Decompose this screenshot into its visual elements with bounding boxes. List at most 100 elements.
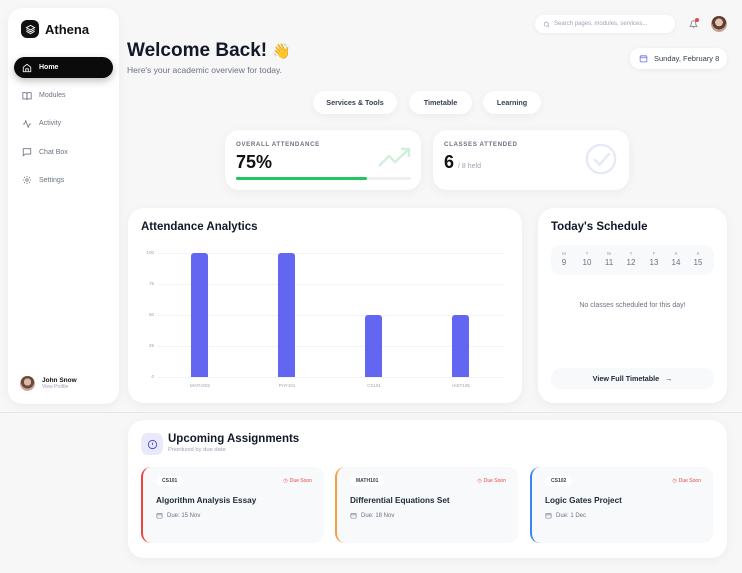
- clock-icon: ◷: [283, 478, 288, 484]
- search-placeholder: Search pages, modules, services...: [554, 21, 648, 27]
- bar-cs101[interactable]: [365, 315, 382, 377]
- sidebar-item-home[interactable]: Home: [14, 57, 113, 78]
- day-saturday[interactable]: S 14: [671, 251, 681, 267]
- y-tick: 25: [148, 343, 154, 348]
- x-tick: PHY101: [278, 383, 296, 388]
- course-code: MATH101: [350, 476, 385, 486]
- sidebar-item-label: Chat Box: [39, 148, 68, 156]
- course-code: CS102: [545, 476, 573, 486]
- due-soon-badge: ◷ Due Soon: [477, 478, 506, 484]
- classes-card: CLASSES ATTENDED 6/ 8 held: [433, 130, 629, 190]
- course-code: CS101: [156, 476, 184, 486]
- page-subtitle: Here's your academic overview for today.: [127, 65, 283, 75]
- bar-hist105[interactable]: [452, 315, 469, 377]
- layers-logo-icon: [21, 20, 39, 38]
- profile-name: John Snow: [42, 377, 77, 384]
- classes-held: / 8 held: [458, 163, 481, 170]
- calendar-icon: [545, 513, 552, 519]
- attendance-analytics-card: Attendance Analytics 100 75 50 25 0 MATH…: [128, 208, 522, 403]
- y-tick: 75: [148, 281, 154, 286]
- x-tick: HIST105: [452, 383, 470, 388]
- sidebar-item-settings[interactable]: Settings: [14, 170, 113, 191]
- y-tick: 50: [148, 312, 154, 317]
- upcoming-assignments-card: Upcoming Assignments Prioritized by due …: [128, 420, 727, 558]
- day-tuesday[interactable]: T 10: [582, 251, 592, 267]
- no-classes-message: No classes scheduled for this day!: [579, 302, 686, 309]
- due-soon-badge: ◷ Due Soon: [283, 478, 312, 484]
- x-tick: CS101: [367, 383, 381, 388]
- sidebar-item-label: Home: [39, 64, 59, 71]
- section-divider: [0, 412, 742, 413]
- page-title-text: Welcome Back!: [127, 40, 268, 61]
- calendar-icon: [156, 513, 163, 519]
- assignment-name: Differential Equations Set: [350, 496, 450, 505]
- sidebar-item-label: Modules: [39, 92, 66, 100]
- view-profile-link[interactable]: View Profile: [42, 384, 69, 390]
- sidebar-item-label: Activity: [39, 120, 62, 128]
- calendar-icon: [639, 55, 648, 63]
- x-tick: MATH202: [190, 383, 210, 388]
- activity-icon: [22, 119, 32, 129]
- sidebar: Athena Home Modules Activity Chat Box Se…: [8, 8, 119, 404]
- notifications-button[interactable]: [683, 15, 703, 33]
- attendance-card: OVERALL ATTENDANCE 75%: [225, 130, 421, 190]
- due-date: Due: 15 Nov: [156, 512, 200, 519]
- calendar-icon: [350, 513, 357, 519]
- book-icon: [22, 91, 32, 100]
- classes-value: 6/ 8 held: [444, 152, 481, 172]
- notification-dot: [695, 18, 699, 22]
- analytics-title: Attendance Analytics: [141, 221, 258, 233]
- brand[interactable]: Athena: [21, 20, 89, 38]
- home-icon: [22, 63, 32, 72]
- chat-icon: [22, 148, 32, 157]
- search-icon: [543, 21, 550, 27]
- day-sunday[interactable]: S 15: [693, 251, 703, 267]
- view-full-timetable-label: View Full Timetable: [592, 374, 660, 383]
- clock-icon: ◷: [477, 478, 482, 484]
- due-soon-badge: ◷ Due Soon: [672, 478, 701, 484]
- due-date: Due: 18 Nov: [350, 512, 394, 519]
- profile-link[interactable]: John Snow View Profile: [20, 376, 77, 391]
- user-avatar[interactable]: [711, 16, 727, 32]
- assignment-card[interactable]: CS101 ◷ Due Soon Algorithm Analysis Essay…: [141, 467, 324, 543]
- sidebar-nav: Home Modules Activity Chat Box Settings: [14, 57, 113, 198]
- bar-phy101[interactable]: [278, 253, 295, 377]
- clock-icon: ◷: [672, 478, 677, 484]
- wave-icon: 👋: [272, 43, 292, 60]
- y-tick: 0: [151, 374, 154, 379]
- assignments-title: Upcoming Assignments: [168, 433, 300, 445]
- tab-timetable[interactable]: Timetable: [409, 91, 472, 114]
- sidebar-item-chat-box[interactable]: Chat Box: [14, 142, 113, 163]
- view-full-timetable-button[interactable]: View Full Timetable →: [551, 368, 714, 389]
- assignment-card[interactable]: MATH101 ◷ Due Soon Differential Equations…: [335, 467, 518, 543]
- date-display: Sunday, February 8: [630, 48, 727, 69]
- due-date: Due: 1 Dec: [545, 512, 586, 519]
- day-friday[interactable]: F 13: [649, 251, 659, 267]
- assignments-subtitle: Prioritized by due date: [168, 447, 226, 453]
- trending-up-icon: [378, 147, 411, 167]
- tab-services-tools[interactable]: Services & Tools: [313, 91, 397, 114]
- attendance-value: 75%: [236, 152, 273, 172]
- search-input[interactable]: Search pages, modules, services...: [535, 15, 675, 33]
- tab-learning[interactable]: Learning: [483, 91, 541, 114]
- sidebar-item-label: Settings: [39, 176, 65, 184]
- assignment-name: Logic Gates Project: [545, 496, 622, 505]
- y-tick: 100: [146, 250, 154, 255]
- sidebar-item-modules[interactable]: Modules: [14, 85, 113, 106]
- schedule-title: Today's Schedule: [551, 221, 648, 233]
- bar-math202[interactable]: [191, 253, 208, 377]
- alert-circle-icon: [141, 433, 163, 455]
- page-title: Welcome Back! 👋: [127, 40, 291, 62]
- brand-name: Athena: [45, 21, 90, 37]
- bell-icon: [688, 19, 698, 28]
- sidebar-item-activity[interactable]: Activity: [14, 113, 113, 134]
- day-thursday[interactable]: T 12: [626, 251, 636, 267]
- assignment-name: Algorithm Analysis Essay: [156, 496, 257, 505]
- assignment-card[interactable]: CS102 ◷ Due Soon Logic Gates Project Due:…: [530, 467, 713, 543]
- gear-icon: [22, 176, 32, 185]
- day-wednesday[interactable]: W 11: [604, 251, 614, 267]
- classes-label: CLASSES ATTENDED: [444, 141, 518, 148]
